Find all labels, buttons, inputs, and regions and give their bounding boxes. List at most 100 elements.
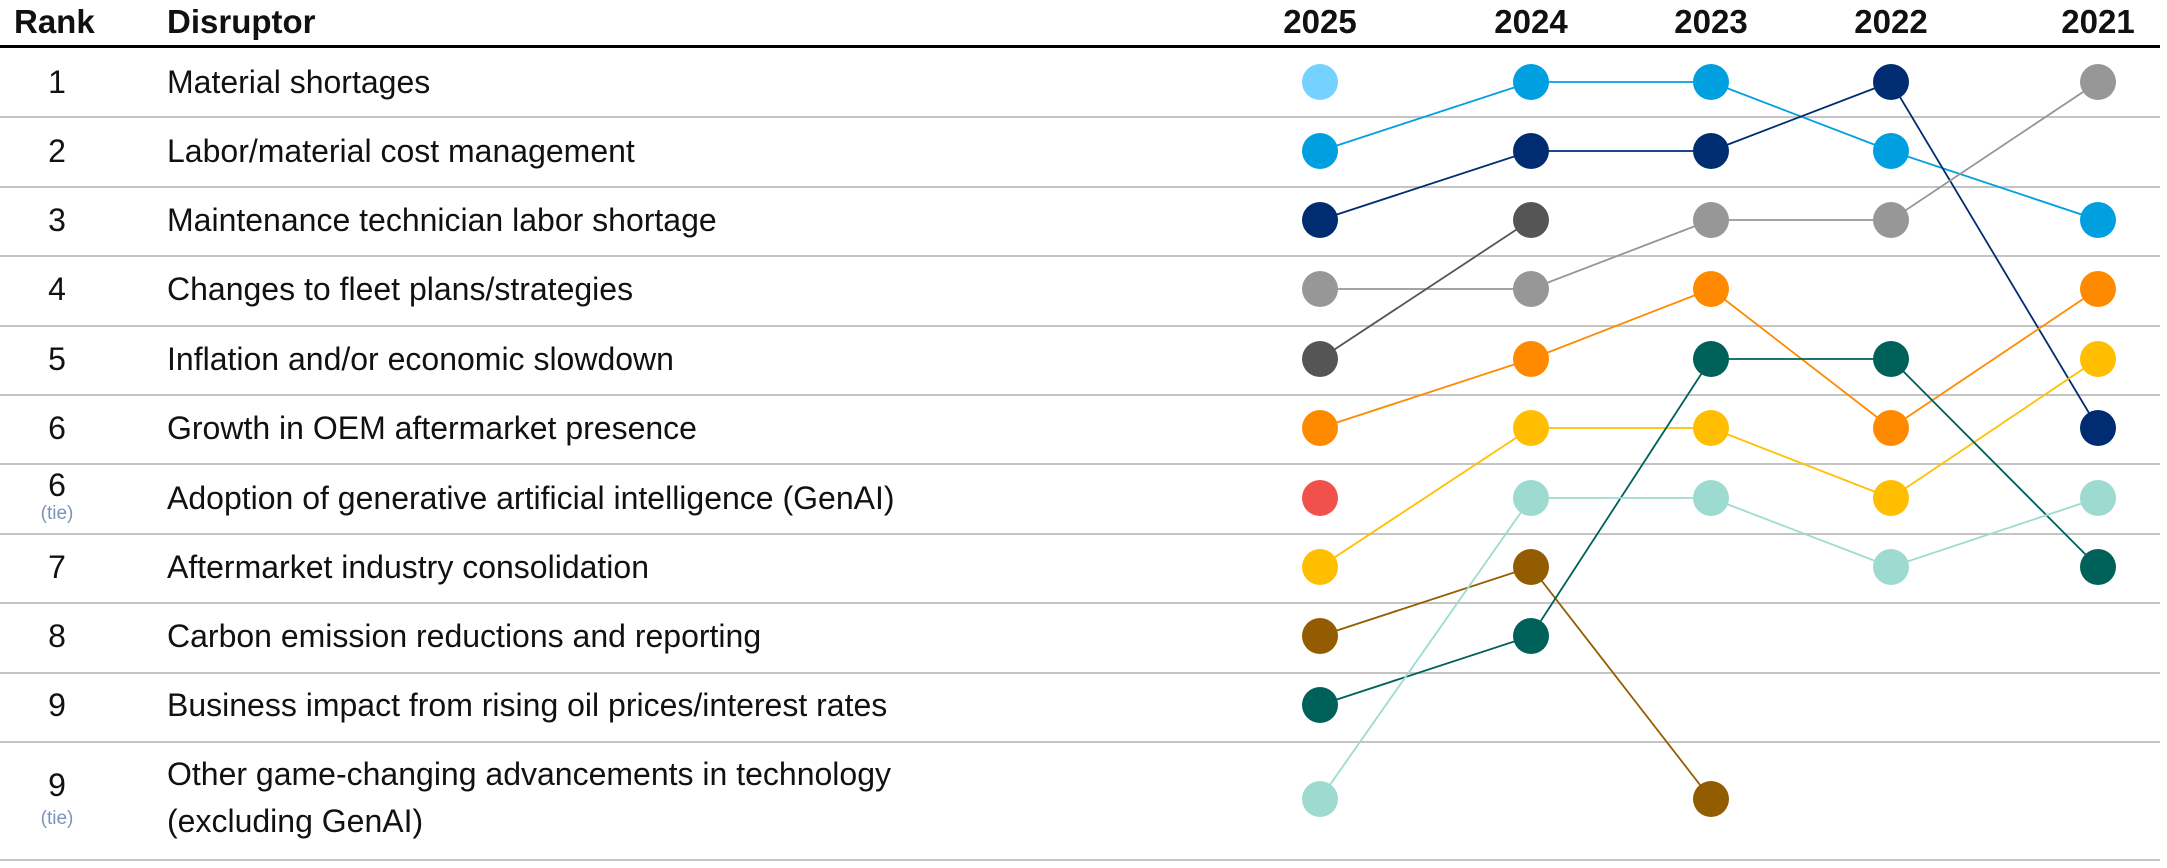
series-connector-line: [1319, 219, 1532, 360]
rank-dot-2024: [1513, 133, 1549, 169]
series-connector-line: [1710, 427, 1892, 499]
rank-dot-2023: [1693, 410, 1729, 446]
row-divider: [0, 463, 2160, 465]
rank-cell: 3: [48, 202, 66, 238]
header-rule: [0, 45, 2160, 48]
rank-dot-2025: [1302, 64, 1338, 100]
rank-dot-2021: [2080, 271, 2116, 307]
row-divider: [0, 602, 2160, 604]
disruptor-label-line2: (excluding GenAI): [167, 803, 424, 839]
rank-dot-2025: [1302, 781, 1338, 817]
rank-cell: 6: [48, 410, 66, 446]
rank-dot-2024: [1513, 549, 1549, 585]
year-header-2021: 2021: [2061, 3, 2135, 40]
rank-dot-2023: [1693, 480, 1729, 516]
series-connector-line: [1890, 358, 2099, 499]
rank-dot-2024: [1513, 271, 1549, 307]
disruptor-label: Growth in OEM aftermarket presence: [167, 410, 697, 446]
rank-dot-2025: [1302, 202, 1338, 238]
rank-dot-2025: [1302, 549, 1338, 585]
rank-dot-2025: [1302, 410, 1338, 446]
year-header-2022: 2022: [1854, 3, 1928, 40]
disruptor-label: Material shortages: [167, 64, 431, 100]
series-connector-line: [1710, 497, 1892, 568]
series-connector-line: [1890, 288, 2099, 429]
rank-dot-2025: [1302, 271, 1338, 307]
series-connector-line: [1530, 288, 1712, 360]
rank-cell: 7: [48, 549, 66, 585]
rank-dot-2023: [1693, 781, 1729, 817]
row-divider: [0, 533, 2160, 535]
disruptor-label: Labor/material cost management: [167, 133, 635, 169]
rank-dot-2023: [1693, 64, 1729, 100]
row-divider: [0, 116, 2160, 118]
series-connector-line: [1890, 358, 2099, 568]
rank-cell: 9: [48, 767, 66, 803]
rank-dot-2025: [1302, 618, 1338, 654]
rank-dot-2025: [1302, 133, 1338, 169]
series-connector-line: [1710, 81, 1892, 152]
disruptor-label: Inflation and/or economic slowdown: [167, 341, 674, 377]
rank-dot-2023: [1693, 341, 1729, 377]
series-connector-line: [1890, 81, 2099, 429]
disruptor-label: Changes to fleet plans/strategies: [167, 271, 634, 307]
row-divider: [0, 325, 2160, 327]
row-divider: [0, 859, 2160, 861]
year-header-2024: 2024: [1494, 3, 1568, 40]
series-connector-line: [1890, 81, 2099, 221]
rank-dot-2022: [1873, 480, 1909, 516]
row-divider: [0, 255, 2160, 257]
series-connector-line: [1319, 635, 1532, 706]
rank-cell: 9: [48, 687, 66, 723]
rank-column-header: Rank: [14, 3, 95, 40]
rank-dot-2024: [1513, 618, 1549, 654]
series-connector-line: [1319, 566, 1532, 637]
rank-dot-2022: [1873, 202, 1909, 238]
rank-dot-2021: [2080, 64, 2116, 100]
series-connector-line: [1319, 427, 1532, 568]
rank-dot-2024: [1513, 410, 1549, 446]
tie-note: (tie): [40, 808, 74, 829]
rank-dot-2021: [2080, 202, 2116, 238]
rank-dot-2024: [1513, 202, 1549, 238]
rank-dot-2022: [1873, 549, 1909, 585]
disruptor-column-header: Disruptor: [167, 3, 316, 40]
row-divider: [0, 741, 2160, 743]
rank-dot-2023: [1693, 133, 1729, 169]
rank-cell: 2: [48, 133, 66, 169]
rank-dot-2022: [1873, 341, 1909, 377]
rank-dot-2022: [1873, 64, 1909, 100]
rank-dot-2021: [2080, 410, 2116, 446]
rank-dot-2025: [1302, 341, 1338, 377]
rank-dot-2022: [1873, 133, 1909, 169]
series-connector-line: [1890, 150, 2099, 221]
series-connector-line: [1319, 358, 1532, 429]
disruptor-label: Other game-changing advancements in tech…: [167, 756, 891, 792]
rank-dot-2025: [1302, 687, 1338, 723]
rank-dot-2022: [1873, 410, 1909, 446]
rank-dot-2024: [1513, 341, 1549, 377]
disruptor-label: Aftermarket industry consolidation: [167, 549, 649, 585]
rank-dot-2021: [2080, 549, 2116, 585]
rank-dot-2023: [1693, 202, 1729, 238]
rank-cell: 6: [48, 467, 66, 503]
rank-cell: 5: [48, 341, 66, 377]
disruptor-label: Carbon emission reductions and reporting: [167, 618, 762, 654]
tie-note: (tie): [40, 503, 74, 524]
rank-cell: 1: [48, 64, 66, 100]
rank-dot-2025: [1302, 480, 1338, 516]
rank-dot-2021: [2080, 480, 2116, 516]
series-connector-line: [1530, 566, 1712, 800]
disruptor-label: Business impact from rising oil prices/i…: [167, 687, 888, 723]
disruptor-label: Maintenance technician labor shortage: [167, 202, 717, 238]
rank-dot-2024: [1513, 480, 1549, 516]
row-divider: [0, 186, 2160, 188]
disruptor-label: Adoption of generative artificial intell…: [167, 480, 895, 516]
row-divider: [0, 672, 2160, 674]
rank-dot-2023: [1693, 271, 1729, 307]
series-connector-line: [1319, 150, 1532, 221]
series-connector-line: [1530, 219, 1712, 290]
row-divider: [0, 394, 2160, 396]
series-connector-line: [1319, 497, 1532, 800]
